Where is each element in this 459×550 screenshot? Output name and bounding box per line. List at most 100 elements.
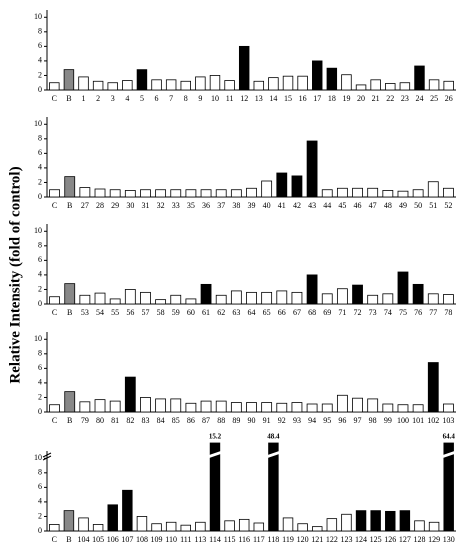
bar xyxy=(414,520,425,532)
bar xyxy=(336,288,348,305)
y-tick-label: 2 xyxy=(38,511,42,520)
x-tick-label: 129 xyxy=(428,535,440,544)
bar xyxy=(64,283,76,305)
bar xyxy=(238,45,250,91)
bar xyxy=(326,67,338,91)
bar xyxy=(124,190,136,198)
bar xyxy=(355,84,367,91)
bar xyxy=(261,402,273,413)
x-tick-label: 94 xyxy=(308,416,316,425)
bar xyxy=(107,504,118,532)
x-tick-label: 41 xyxy=(278,201,286,210)
bar xyxy=(122,489,133,532)
x-tick-label: 80 xyxy=(96,416,104,425)
x-tick-label: 116 xyxy=(238,535,250,544)
x-tick-label: C xyxy=(52,94,57,103)
x-tick-label: 2 xyxy=(96,94,100,103)
x-tick-label: 27 xyxy=(81,201,89,210)
x-tick-label: B xyxy=(67,416,72,425)
bar-break xyxy=(209,451,221,458)
x-tick-label: 17 xyxy=(313,94,321,103)
x-tick-label: 15 xyxy=(284,94,292,103)
y-tick-label: 8 xyxy=(38,241,42,250)
x-tick-label: 95 xyxy=(323,416,331,425)
bar xyxy=(312,60,323,91)
bar xyxy=(209,75,221,91)
x-tick-label: B xyxy=(66,94,71,103)
bar xyxy=(282,75,294,91)
x-tick-label: 118 xyxy=(268,535,280,544)
x-tick-label: 19 xyxy=(342,94,350,103)
x-tick-label: 33 xyxy=(172,201,180,210)
x-tick-label: 46 xyxy=(354,201,362,210)
x-tick-label: 98 xyxy=(369,416,377,425)
bar xyxy=(412,404,424,413)
x-tick-label: 6 xyxy=(155,94,159,103)
bar xyxy=(94,399,106,413)
x-tick-label: 125 xyxy=(370,535,382,544)
bar xyxy=(443,80,454,91)
bar xyxy=(185,298,197,305)
bar xyxy=(185,189,197,198)
x-tick-label: 67 xyxy=(293,308,301,317)
bar xyxy=(428,521,440,532)
x-tick-label: 1 xyxy=(82,94,86,103)
x-tick-label: 52 xyxy=(444,201,452,210)
bar xyxy=(109,400,121,413)
bar xyxy=(268,442,279,532)
bar xyxy=(79,401,91,413)
x-tick-label: 130 xyxy=(443,535,455,544)
x-tick-label: 90 xyxy=(248,416,256,425)
x-tick-label: 4 xyxy=(125,94,129,103)
y-tick-label: 0 xyxy=(38,299,42,308)
bar xyxy=(397,271,409,305)
bar xyxy=(427,293,439,305)
bar xyxy=(276,172,288,198)
x-tick-label: 121 xyxy=(311,535,323,544)
x-tick-label: 84 xyxy=(157,416,165,425)
bar xyxy=(109,189,121,198)
bar xyxy=(261,180,273,198)
bar xyxy=(140,291,151,305)
bar xyxy=(78,517,89,532)
x-tick-label: 22 xyxy=(386,94,394,103)
x-tick-label: 77 xyxy=(429,308,437,317)
bar xyxy=(124,376,136,413)
x-tick-label: 47 xyxy=(369,201,377,210)
x-tick-label: 105 xyxy=(92,535,104,544)
bar xyxy=(238,518,250,532)
bar xyxy=(215,400,227,413)
bar xyxy=(224,80,235,91)
x-tick-label: B xyxy=(66,535,71,544)
bar xyxy=(370,79,381,91)
bar xyxy=(399,510,411,532)
y-tick-label: 4 xyxy=(38,163,42,172)
y-tick-label: 6 xyxy=(38,41,42,50)
bar xyxy=(94,188,106,198)
value-label: 15.2 xyxy=(209,433,222,441)
x-tick-label: 51 xyxy=(429,201,437,210)
bar xyxy=(352,397,363,413)
x-tick-label: 11 xyxy=(226,94,234,103)
x-tick-label: 85 xyxy=(172,416,180,425)
x-tick-label: 48 xyxy=(384,201,392,210)
bar xyxy=(49,82,60,91)
bar xyxy=(321,403,333,413)
x-tick-label: 88 xyxy=(217,416,225,425)
x-tick-label: 38 xyxy=(232,201,240,210)
bar xyxy=(49,524,60,532)
y-tick-label: 4 xyxy=(38,378,42,387)
bar xyxy=(230,402,242,413)
bar xyxy=(170,189,182,198)
x-tick-label: 89 xyxy=(232,416,240,425)
x-tick-label: C xyxy=(52,535,57,544)
bar xyxy=(170,398,182,413)
x-tick-label: 119 xyxy=(282,535,294,544)
bar xyxy=(124,289,136,305)
bar xyxy=(306,140,318,198)
bar xyxy=(367,398,379,413)
x-tick-label: 69 xyxy=(323,308,331,317)
bar xyxy=(140,397,151,413)
bar xyxy=(382,190,394,198)
x-tick-label: 50 xyxy=(414,201,422,210)
